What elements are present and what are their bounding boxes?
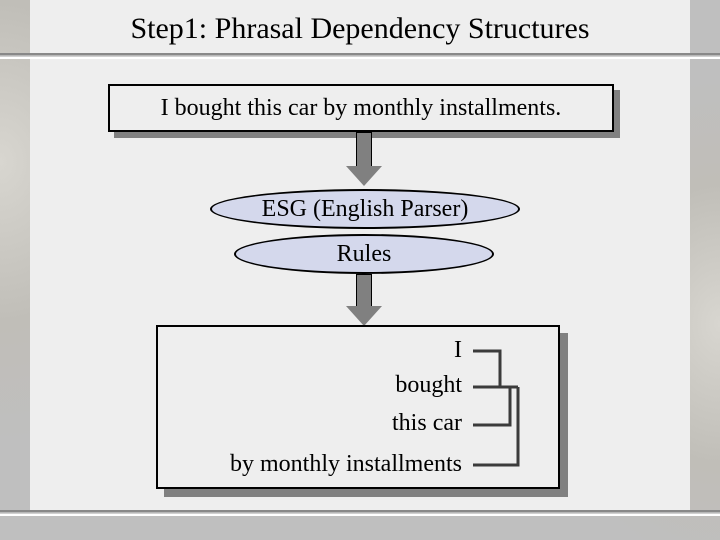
arrow-down-head-icon [346,306,382,326]
input-sentence-text: I bought this car by monthly installment… [161,95,562,122]
arrow-down-icon [356,132,372,168]
parser-label: ESG (English Parser) [262,196,469,223]
rules-label: Rules [337,241,392,268]
slide-title: Step1: Phrasal Dependency Structures [0,12,720,46]
title-divider [0,53,720,59]
arrow-down-icon [356,274,372,308]
arrow-down-head-icon [346,166,382,186]
rules-ellipse: Rules [234,234,494,274]
footer-divider [0,510,720,516]
dependency-connectors [158,327,562,491]
parser-ellipse: ESG (English Parser) [210,189,520,229]
dependency-box: I bought this car by monthly installment… [156,325,560,489]
input-sentence-box: I bought this car by monthly installment… [108,84,614,132]
